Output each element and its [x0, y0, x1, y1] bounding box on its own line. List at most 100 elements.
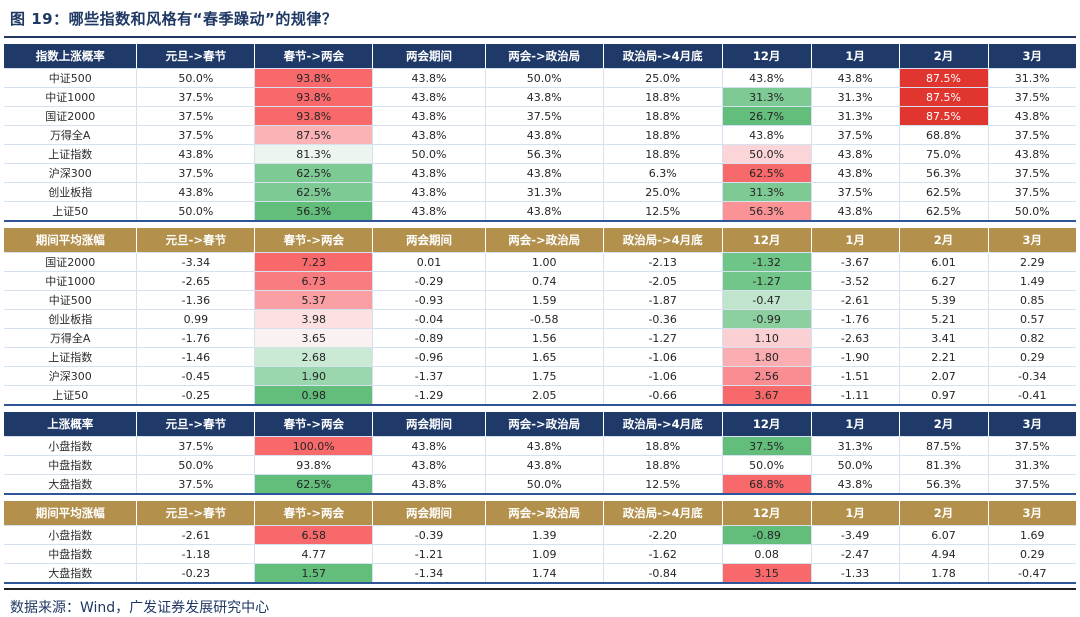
data-cell: 37.5%: [987, 125, 1076, 145]
table-header-row: 指数上涨概率 元旦->春节 春节->两会 两会期间 两会->政治局 政治局->4月底 12月…: [4, 44, 1076, 69]
data-cell: 31.3%: [810, 87, 900, 107]
column-header: 3月: [988, 228, 1076, 253]
data-cell: -1.62: [602, 544, 723, 564]
index-avg-gain-table: 期间平均涨幅 元旦->春节 春节->两会 两会期间 两会->政治局 政治局->4月底 12月…: [4, 228, 1076, 406]
data-cell: 37.5%: [136, 125, 256, 145]
data-cell: 37.5%: [136, 87, 256, 107]
data-cell: 31.3%: [721, 87, 812, 107]
data-cell: -1.06: [602, 347, 723, 367]
data-cell: -1.90: [810, 347, 900, 367]
column-header: 1月: [811, 228, 900, 253]
data-cell: 0.57: [987, 309, 1076, 329]
data-cell: 56.3%: [254, 201, 374, 222]
data-cell: 3.98: [254, 309, 374, 329]
row-label: 上证指数: [4, 144, 138, 164]
data-cell: -1.18: [136, 544, 256, 564]
row-label: 小盘指数: [4, 436, 138, 456]
row-label: 中盘指数: [4, 455, 138, 475]
data-cell: 43.8%: [484, 163, 604, 183]
data-cell: 43.8%: [372, 436, 486, 456]
data-cell: 50.0%: [810, 455, 900, 475]
data-cell: 0.97: [898, 385, 989, 406]
data-cell: 1.57: [254, 563, 374, 584]
data-cell: 31.3%: [987, 455, 1076, 475]
table-row: 中证1000 -2.65 6.73 -0.29 0.74 -2.05 -1.27 -3.52 6…: [4, 271, 1076, 291]
data-cell: 56.3%: [721, 201, 812, 222]
data-cell: 43.8%: [372, 68, 486, 88]
row-label: 沪深300: [4, 366, 138, 386]
data-cell: 31.3%: [810, 436, 900, 456]
data-cell: 4.94: [898, 544, 989, 564]
data-cell: 25.0%: [602, 182, 723, 202]
data-cell: 100.0%: [254, 436, 374, 456]
table-row: 万得全A 37.5% 87.5% 43.8% 43.8% 18.8% 43.8% 37.5% 6…: [4, 125, 1076, 145]
data-cell: 43.8%: [372, 182, 486, 202]
data-cell: 2.29: [987, 252, 1076, 272]
data-cell: 6.73: [254, 271, 374, 291]
column-header: 两会期间: [372, 228, 486, 253]
data-cell: 43.8%: [136, 144, 256, 164]
column-header: 2月: [899, 501, 989, 526]
data-cell: -0.36: [602, 309, 723, 329]
column-header: 3月: [988, 44, 1076, 69]
table-row: 国证2000 -3.34 7.23 0.01 1.00 -2.13 -1.32 -3.67 6.…: [4, 252, 1076, 272]
data-cell: 0.29: [987, 544, 1076, 564]
data-cell: 56.3%: [484, 144, 604, 164]
column-header: 元旦->春节: [136, 44, 256, 69]
row-label: 小盘指数: [4, 525, 138, 545]
data-cell: -1.27: [721, 271, 812, 291]
data-cell: -0.04: [372, 309, 486, 329]
row-label: 中证500: [4, 68, 138, 88]
data-cell: -1.36: [136, 290, 256, 310]
column-header: 两会期间: [372, 501, 486, 526]
data-cell: 6.3%: [602, 163, 723, 183]
data-cell: 0.08: [721, 544, 812, 564]
data-cell: -0.58: [484, 309, 604, 329]
data-cell: -1.87: [602, 290, 723, 310]
table-row: 上证指数 -1.46 2.68 -0.96 1.65 -1.06 1.80 -1.90 2.21…: [4, 347, 1076, 367]
data-cell: 2.07: [898, 366, 989, 386]
column-header: 12月: [722, 44, 812, 69]
table-row: 小盘指数 -2.61 6.58 -0.39 1.39 -2.20 -0.89 -3.49 6.0…: [4, 525, 1076, 545]
data-cell: 1.74: [484, 563, 604, 584]
data-cell: 43.8%: [372, 87, 486, 107]
table-row: 中盘指数 50.0% 93.8% 43.8% 43.8% 18.8% 50.0% 50.0% 8…: [4, 455, 1076, 475]
column-header: 政治局->4月底: [603, 501, 723, 526]
data-cell: -0.45: [136, 366, 256, 386]
data-cell: 1.49: [987, 271, 1076, 291]
data-cell: 62.5%: [254, 474, 374, 495]
data-cell: 56.3%: [898, 163, 989, 183]
data-cell: 87.5%: [898, 87, 989, 107]
column-header: 两会->政治局: [485, 412, 604, 437]
data-cell: 2.56: [721, 366, 812, 386]
table-row: 中证500 -1.36 5.37 -0.93 1.59 -1.87 -0.47 -2.61 5.…: [4, 290, 1076, 310]
table-row: 沪深300 37.5% 62.5% 43.8% 43.8% 6.3% 62.5% 43.8% 5…: [4, 163, 1076, 183]
data-cell: 62.5%: [721, 163, 812, 183]
column-header: 元旦->春节: [136, 228, 256, 253]
data-cell: -1.51: [810, 366, 900, 386]
table-row: 上证50 -0.25 0.98 -1.29 2.05 -0.66 3.67 -1.11 0.97…: [4, 385, 1076, 406]
table-header-row: 上涨概率 元旦->春节 春节->两会 两会期间 两会->政治局 政治局->4月底 12月 1月…: [4, 412, 1076, 437]
data-cell: 43.8%: [372, 455, 486, 475]
data-cell: 12.5%: [602, 201, 723, 222]
table-row: 小盘指数 37.5% 100.0% 43.8% 43.8% 18.8% 37.5% 31.3%…: [4, 436, 1076, 456]
data-cell: 93.8%: [254, 106, 374, 126]
data-cell: -1.76: [136, 328, 256, 348]
data-cell: 5.39: [898, 290, 989, 310]
table-row: 上证指数 43.8% 81.3% 50.0% 56.3% 18.8% 50.0% 43.8% 7…: [4, 144, 1076, 164]
data-cell: 43.8%: [721, 125, 812, 145]
data-cell: 43.8%: [810, 474, 900, 495]
data-cell: 43.8%: [372, 163, 486, 183]
row-label: 上证指数: [4, 347, 138, 367]
data-cell: 2.68: [254, 347, 374, 367]
data-cell: -1.34: [372, 563, 486, 584]
data-cell: -2.61: [136, 525, 256, 545]
row-label: 沪深300: [4, 163, 138, 183]
data-cell: 87.5%: [898, 436, 989, 456]
data-cell: 18.8%: [602, 106, 723, 126]
data-cell: 50.0%: [484, 474, 604, 495]
data-cell: 5.21: [898, 309, 989, 329]
style-up-probability-table: 上涨概率 元旦->春节 春节->两会 两会期间 两会->政治局 政治局->4月底 12月 1月…: [4, 412, 1076, 495]
data-cell: 2.05: [484, 385, 604, 406]
figure-title: 图 19：哪些指数和风格有“春季躁动”的规律？: [10, 10, 338, 28]
